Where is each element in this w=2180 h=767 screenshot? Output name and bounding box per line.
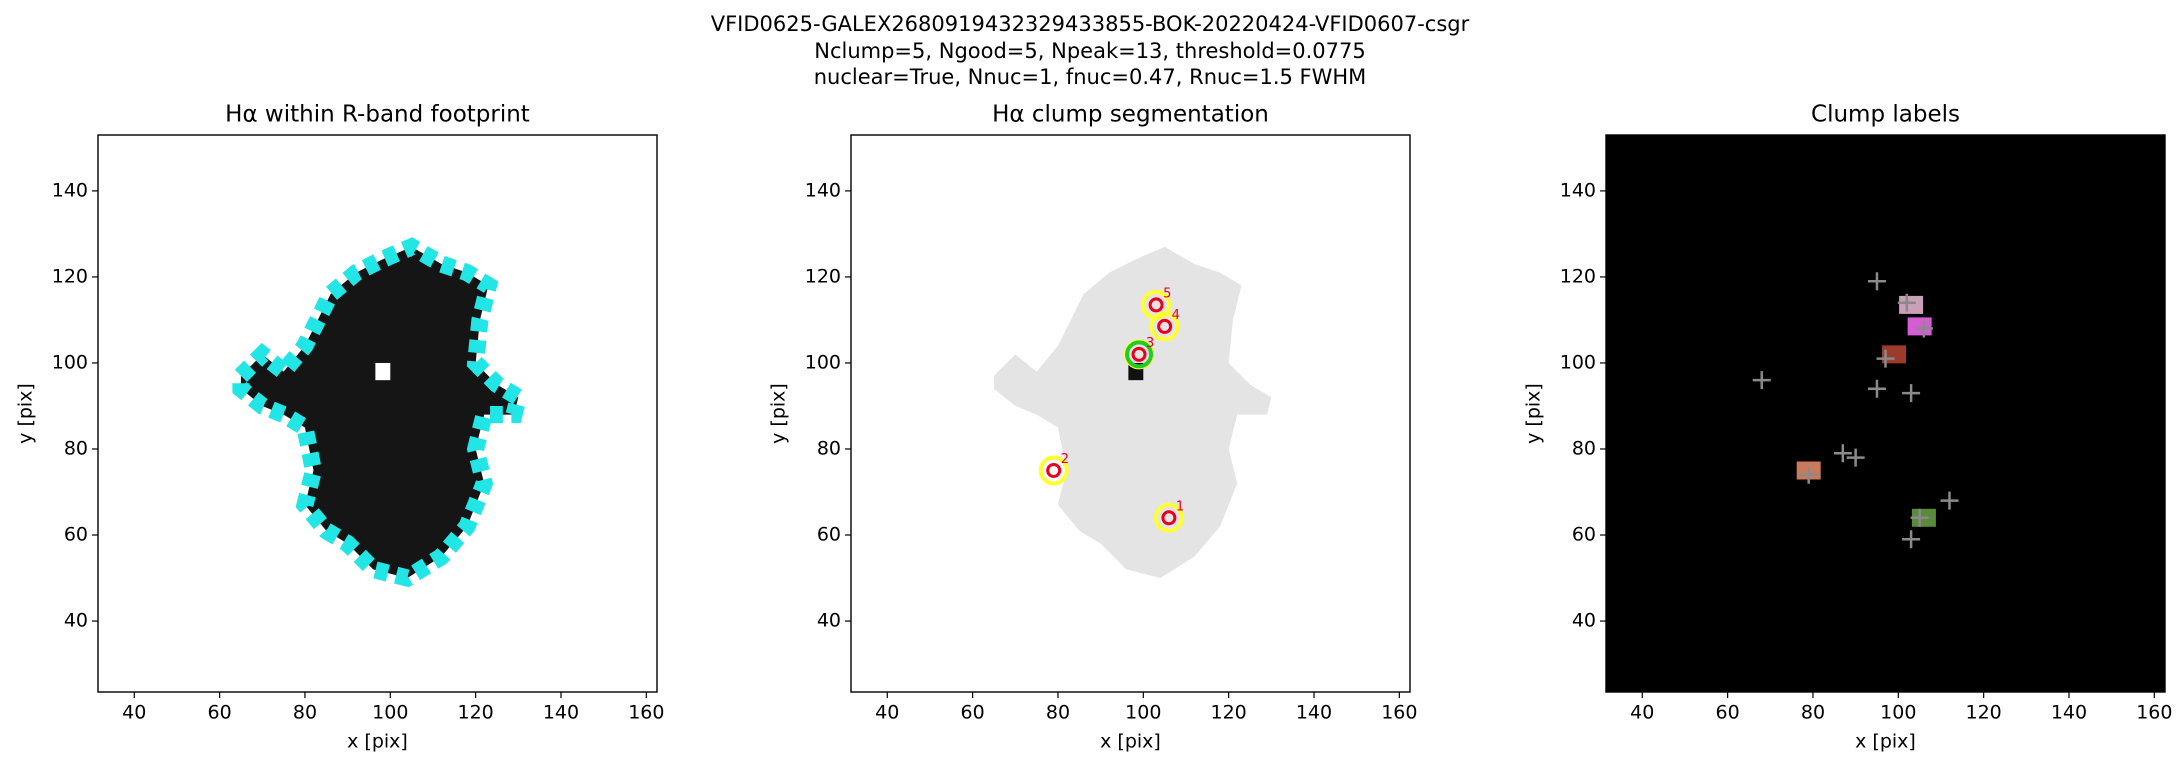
clump-marker: [1131, 346, 1147, 362]
clump-label: 4: [1172, 308, 1180, 323]
clump-marker: [1157, 318, 1173, 334]
x-tick-label: 120: [1966, 702, 2002, 724]
clump-contour: [1038, 455, 1069, 486]
peak-marker: [1867, 272, 1886, 291]
y-tick-label: 140: [805, 179, 841, 201]
x-tick-label: 140: [1296, 702, 1332, 724]
y-tick-label: 120: [52, 265, 88, 287]
y-axis-label: y [pix]: [768, 383, 790, 444]
peak-marker: [1897, 293, 1916, 312]
axes-frame: [850, 134, 1411, 693]
y-axis-label: y [pix]: [15, 383, 37, 444]
x-tick-label: 100: [1880, 702, 1916, 724]
clump-label: 5: [1163, 286, 1171, 301]
y-tick-label: 40: [1572, 610, 1596, 632]
y-tick-label: 80: [817, 437, 841, 459]
peak-marker: [1833, 444, 1852, 463]
y-tick-label: 120: [1560, 265, 1596, 287]
suptitle: Nclump=5, Ngood=5, Npeak=13, threshold=0…: [814, 39, 1366, 63]
axes-background: [1606, 135, 2165, 692]
clump-contour: [1153, 502, 1184, 533]
x-tick-label: 80: [293, 702, 317, 724]
x-tick-label: 160: [2136, 702, 2172, 724]
x-tick-label: 40: [122, 702, 146, 724]
peak-marker: [1752, 371, 1771, 390]
clump-contour: [1141, 289, 1172, 320]
y-tick-label: 60: [64, 524, 88, 546]
clump-marker: [1148, 297, 1164, 313]
x-tick-label: 80: [1046, 702, 1070, 724]
peak-marker: [1867, 379, 1886, 398]
x-tick-label: 100: [1125, 702, 1161, 724]
x-tick-label: 100: [372, 702, 408, 724]
x-tick-label: 40: [1630, 702, 1654, 724]
peak-marker: [1846, 448, 1865, 467]
peak-marker: [1914, 319, 1933, 338]
x-axis-label: x [pix]: [1855, 731, 1916, 753]
peak-marker: [1940, 491, 1959, 510]
clump-label: 2: [1061, 452, 1069, 467]
y-tick-label: 100: [805, 351, 841, 373]
y-tick-label: 60: [1572, 524, 1596, 546]
x-tick-label: 160: [628, 702, 664, 724]
y-tick-label: 40: [817, 610, 841, 632]
x-tick-label: 60: [208, 702, 232, 724]
plot-area: [241, 247, 518, 578]
plot-area: 1 2 3 45: [993, 246, 1272, 579]
y-tick-label: 120: [805, 265, 841, 287]
x-tick-label: 160: [1381, 702, 1417, 724]
axes-title: Hα within R-band footprint: [225, 102, 530, 128]
y-tick-label: 80: [64, 437, 88, 459]
nucleus: [375, 362, 391, 381]
x-axis-label: x [pix]: [347, 731, 408, 753]
x-tick-label: 80: [1801, 702, 1825, 724]
y-tick-label: 140: [1560, 179, 1596, 201]
x-tick-label: 140: [543, 702, 579, 724]
peak-marker: [1902, 384, 1921, 403]
clump-marker: [1161, 510, 1177, 526]
x-axis-label: x [pix]: [1100, 731, 1161, 753]
nucleus-ring: [1125, 340, 1154, 369]
clump-label: 3: [1146, 336, 1154, 351]
x-tick-label: 120: [1211, 702, 1247, 724]
axes-title: Hα clump segmentation: [992, 102, 1269, 128]
peak-marker: [1910, 508, 1929, 527]
clump-marker: [1046, 462, 1062, 478]
suptitle: nuclear=True, Nnuc=1, fnuc=0.47, Rnuc=1.…: [814, 65, 1367, 89]
y-tick-label: 100: [52, 351, 88, 373]
y-tick-label: 100: [1560, 351, 1596, 373]
peak-marker: [1799, 465, 1818, 484]
axes-frame: [1605, 134, 2166, 693]
y-tick-label: 40: [64, 610, 88, 632]
suptitle: VFID0625-GALEX2680919432329433855-BOK-20…: [711, 12, 1470, 36]
y-tick-label: 80: [1572, 437, 1596, 459]
x-tick-label: 60: [1716, 702, 1740, 724]
peak-marker: [1876, 349, 1895, 368]
x-tick-label: 60: [961, 702, 985, 724]
plot-area: [1752, 272, 1959, 549]
y-tick-label: 140: [52, 179, 88, 201]
x-tick-label: 120: [458, 702, 494, 724]
x-tick-label: 40: [875, 702, 899, 724]
axes-title: Clump labels: [1811, 102, 1960, 128]
clump-label: 1: [1176, 499, 1184, 514]
y-axis-label: y [pix]: [1523, 383, 1545, 444]
peak-marker: [1902, 530, 1921, 549]
clump-region: [1899, 295, 1924, 314]
clump-region: [1907, 317, 1932, 336]
y-tick-label: 60: [817, 524, 841, 546]
x-tick-label: 140: [2051, 702, 2087, 724]
axes-frame: [97, 134, 658, 693]
